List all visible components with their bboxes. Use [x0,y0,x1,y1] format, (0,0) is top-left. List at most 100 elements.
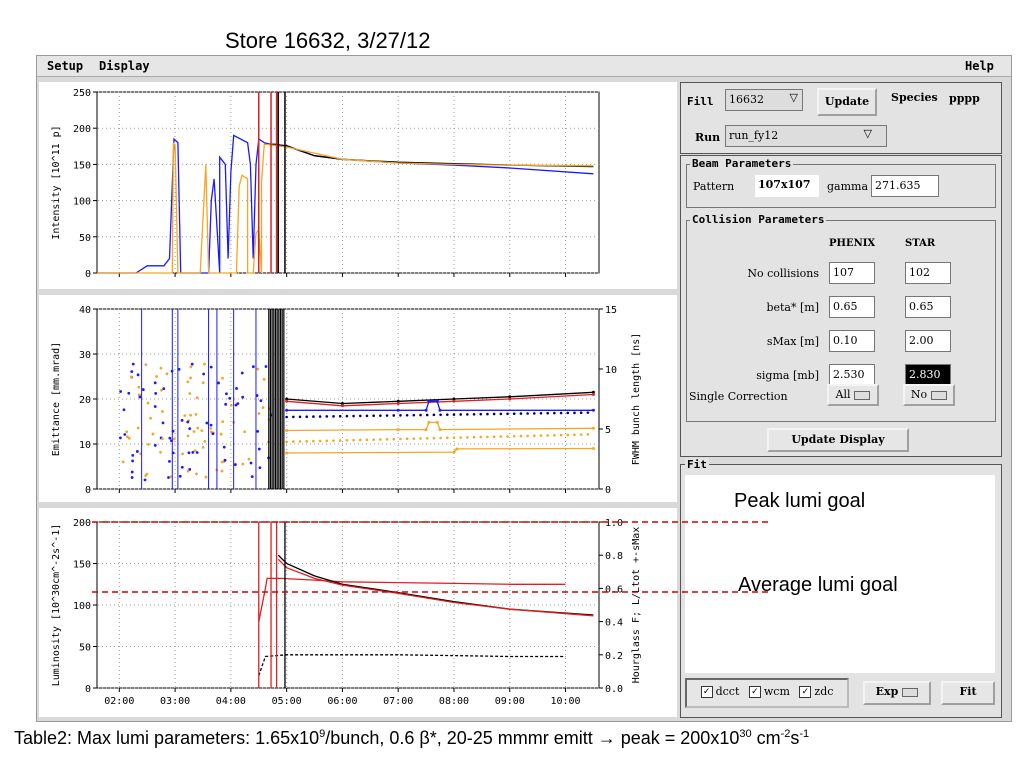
data-point [358,414,362,418]
star-input[interactable]: 2.830 [905,364,951,386]
data-point [161,410,164,413]
exp-label: Exp [875,685,899,698]
data-point [492,435,496,439]
series-line [286,391,594,405]
data-point [221,420,225,424]
data-point [466,436,469,439]
data-point [553,411,556,415]
single-correction-star-toggle[interactable]: No [903,384,955,406]
exp-toggle[interactable]: Exp [863,681,931,705]
data-point [472,435,476,439]
data-point [129,375,133,379]
data-point [168,436,172,440]
data-point [189,413,192,417]
data-point [285,397,289,401]
beam-parameters-title: Beam Parameters [690,157,794,170]
fill-dropdown[interactable]: 16632 ▽ [725,89,803,111]
data-point [188,427,192,431]
data-point [539,434,543,437]
data-point [312,415,315,418]
data-point [195,451,199,454]
data-point [591,426,595,430]
caption-sup-4: -1 [799,728,810,740]
data-point [241,395,245,399]
data-point [325,415,329,418]
phenix-input[interactable]: 107 [829,262,875,284]
data-point [190,362,194,366]
data-point [396,399,400,403]
star-input[interactable]: 102 [905,262,951,284]
y2-tick-label: 0.6 [605,584,623,595]
phenix-input[interactable]: 0.65 [829,296,875,318]
data-point [187,451,191,455]
data-point [285,451,289,455]
update-display-button[interactable]: Update Display [767,428,909,452]
series-line [97,142,594,274]
data-point [526,412,529,415]
data-point [143,478,147,482]
y-tick-label: 0 [85,684,91,695]
x-tick-label: 03:00 [160,696,190,707]
data-point [379,414,382,417]
data-point [591,393,595,396]
data-point [492,412,496,416]
data-point [136,373,140,377]
data-point [392,414,396,417]
single-correction-label: Single Correction [689,390,788,403]
star-input[interactable]: 0.65 [905,296,951,318]
data-point [508,397,512,401]
phenix-input[interactable]: 2.530 [829,364,875,386]
collision-parameters-group [686,220,996,422]
wcm-checkbox[interactable]: ✓ wcm [748,685,790,698]
series-line [277,558,594,617]
menu-help[interactable]: Help [965,59,994,73]
data-point [119,390,123,393]
data-point [125,435,129,439]
data-point [203,362,206,366]
data-point [332,415,335,418]
caption-text-1: Table2: Max lumi parameters: 1.65x10 [14,728,320,748]
data-point [125,430,129,434]
star-input[interactable]: 2.00 [905,330,951,352]
data-point [427,420,431,424]
zdc-checkbox[interactable]: ✓ zdc [799,685,833,698]
data-point [168,459,171,463]
data-point [229,403,233,407]
gamma-input[interactable]: 271.635 [871,175,939,197]
fill-run-box: Fill 16632 ▽ Update Species pppp Run run… [680,82,1002,154]
fit-button[interactable]: Fit [941,681,995,705]
data-point [479,412,483,416]
x-tick-label: 07:00 [383,696,413,707]
data-point [424,428,428,432]
update-button[interactable]: Update [817,88,877,116]
data-point [186,380,190,384]
data-point [186,434,190,438]
data-point [153,381,157,385]
single-correction-phenix-toggle[interactable]: All [827,384,879,406]
menu-setup[interactable]: Setup [47,59,84,73]
data-point [435,399,439,403]
single-star-value: No [910,388,928,401]
data-point [586,433,590,436]
intensity-plot: 0 50 100 150 200 250 Intensity [10^11 p] [51,88,600,280]
species-value: pppp [949,92,980,105]
single-phenix-value: All [835,388,851,401]
data-point [149,416,152,420]
data-point [200,429,204,433]
data-point [452,413,456,416]
data-point [539,412,543,415]
data-point [340,402,344,405]
average-lumi-goal-annotation: Average lumi goal [738,574,898,596]
menu-display[interactable]: Display [99,59,150,73]
y2-axis-label: FWHM bunch length [ns] [631,333,642,465]
phenix-input[interactable]: 0.10 [829,330,875,352]
y-tick-label: 200 [73,124,91,135]
series-line [286,393,594,407]
data-point [194,412,198,416]
data-point [201,381,205,385]
run-dropdown[interactable]: run_fy12 ▽ [725,125,887,147]
data-point [135,450,139,453]
dcct-checkbox[interactable]: ✓ dcct [700,685,739,698]
data-point [285,429,289,432]
data-point [121,460,125,464]
